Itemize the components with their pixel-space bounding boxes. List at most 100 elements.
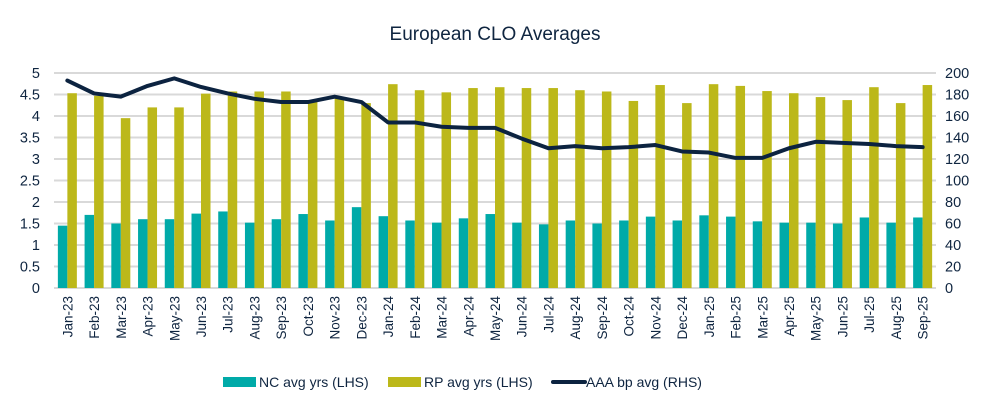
- bar-rp: [281, 91, 291, 289]
- bar-rp: [227, 91, 238, 289]
- legend-item-aaa[interactable]: AAA bp avg (RHS): [551, 374, 702, 390]
- x-tick-label: Oct-23: [301, 296, 316, 337]
- bar-nc: [538, 224, 549, 288]
- bar-nc: [699, 215, 709, 288]
- x-tick-label: Sep-24: [595, 296, 610, 340]
- x-tick-label: Sep-23: [274, 296, 289, 340]
- y-tick-label-left: 1.5: [20, 217, 40, 233]
- bar-rp: [414, 90, 425, 288]
- x-tick-label: Dec-24: [675, 296, 690, 340]
- bar-nc: [726, 216, 736, 288]
- bar-rp: [201, 93, 211, 288]
- y-tick-label-right: 120: [945, 152, 969, 168]
- x-tick-label: Mar-24: [435, 296, 450, 339]
- bars: [57, 84, 933, 289]
- bar-nc: [378, 216, 389, 288]
- legend: NC avg yrs (LHS) RP avg yrs (LHS) AAA bp…: [223, 374, 702, 390]
- x-tick-label: May-23: [167, 296, 182, 341]
- y-tick-label-right: 80: [945, 195, 961, 211]
- bar-rp: [655, 85, 665, 288]
- bar-rp: [922, 85, 933, 288]
- bar-nc: [405, 220, 415, 288]
- x-axis: Jan-23 Feb-23 Mar-23 Apr-23 May-23 Jun-23 Jul-…: [60, 296, 930, 342]
- bar-rp: [307, 100, 318, 288]
- bar-rp: [895, 103, 906, 288]
- bar-nc: [57, 225, 68, 288]
- bar-rp: [708, 84, 719, 289]
- legend-swatch-rp: [388, 377, 421, 387]
- legend-item-rp[interactable]: RP avg yrs (LHS): [388, 374, 533, 390]
- bar-nc: [218, 211, 228, 288]
- x-tick-label: Jan-24: [381, 296, 396, 338]
- y-tick-label-left: 3: [32, 152, 40, 168]
- bar-nc: [191, 213, 201, 288]
- x-tick-label: Apr-24: [461, 296, 476, 337]
- x-tick-label: Sep-25: [916, 296, 931, 340]
- bar-nc: [351, 207, 362, 288]
- bar-nc: [645, 216, 656, 288]
- x-tick-label: Jan-23: [60, 296, 75, 337]
- x-tick-label: Mar-25: [755, 296, 770, 339]
- x-tick-label: Mar-23: [114, 296, 129, 339]
- bar-nc: [619, 220, 629, 288]
- bar-nc: [672, 220, 683, 288]
- bar-nc: [84, 214, 95, 288]
- bar-nc: [432, 222, 442, 288]
- x-tick-label: Feb-24: [408, 296, 423, 339]
- x-tick-label: Jun-25: [835, 296, 850, 337]
- bar-nc: [886, 222, 896, 288]
- bar-nc: [592, 223, 602, 288]
- bar-rp: [548, 88, 558, 288]
- x-tick-label: Dec-23: [354, 296, 369, 340]
- y-tick-label-left: 0.5: [20, 260, 40, 276]
- bar-nc: [512, 222, 522, 288]
- x-tick-label: Aug-24: [568, 296, 583, 340]
- x-tick-label: Apr-25: [782, 296, 797, 337]
- bar-nc: [244, 222, 255, 288]
- bar-nc: [458, 218, 469, 288]
- y-axis-right: 0 20 40 60 80 100 120 140 160 180 200: [945, 66, 969, 297]
- bar-nc: [111, 223, 121, 288]
- x-tick-label: Jul-23: [221, 296, 236, 333]
- y-tick-label-right: 140: [945, 131, 969, 147]
- y-tick-label-left: 0: [32, 281, 40, 297]
- bar-rp: [174, 107, 184, 289]
- y-tick-label-right: 180: [945, 88, 969, 104]
- bar-rp: [361, 103, 371, 288]
- x-tick-label: Jun-23: [194, 296, 209, 337]
- x-tick-label: Jul-24: [541, 296, 556, 333]
- y-tick-label-right: 60: [945, 217, 961, 233]
- bar-rp: [735, 85, 746, 289]
- x-tick-label: Apr-23: [141, 296, 156, 337]
- bar-nc: [752, 221, 763, 288]
- y-tick-label-left: 2.5: [20, 174, 40, 190]
- y-tick-label-left: 5: [32, 66, 40, 82]
- bar-rp: [815, 97, 826, 288]
- x-tick-label: Jan-25: [702, 296, 717, 337]
- bar-rp: [120, 118, 131, 289]
- bar-nc: [832, 223, 843, 288]
- bar-rp: [94, 95, 104, 288]
- bar-rp: [789, 93, 799, 289]
- x-tick-label: Aug-25: [889, 296, 904, 340]
- legend-label-rp: RP avg yrs (LHS): [424, 374, 533, 390]
- bar-rp: [441, 92, 452, 288]
- x-tick-label: Feb-25: [729, 296, 744, 339]
- x-tick-label: Jun-24: [515, 296, 530, 338]
- bar-rp: [67, 93, 77, 289]
- y-tick-label-right: 160: [945, 109, 969, 125]
- legend-swatch-nc: [223, 377, 256, 387]
- legend-item-nc[interactable]: NC avg yrs (LHS): [223, 374, 369, 390]
- bar-nc: [565, 220, 576, 288]
- legend-label-nc: NC avg yrs (LHS): [259, 374, 369, 390]
- bar-rp: [842, 100, 852, 288]
- y-tick-label-right: 200: [945, 66, 969, 82]
- bar-rp: [388, 84, 398, 289]
- x-tick-label: May-25: [809, 296, 824, 341]
- y-tick-label-left: 3.5: [20, 131, 40, 147]
- bar-rp: [682, 103, 692, 288]
- bar-nc: [325, 220, 335, 288]
- bar-rp: [601, 91, 612, 289]
- bar-rp: [254, 91, 264, 289]
